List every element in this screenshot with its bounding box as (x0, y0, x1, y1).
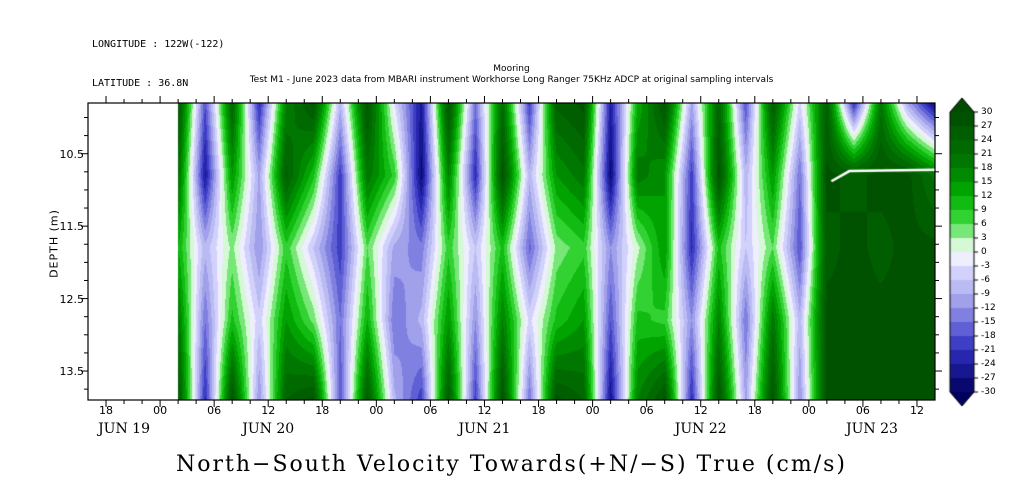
x-tick-label: 00 (801, 404, 816, 417)
x-tick-label: 06 (639, 404, 654, 417)
x-tick-label: 06 (207, 404, 222, 417)
date-label: JUN 23 (845, 421, 898, 437)
x-tick-label: 12 (909, 404, 924, 417)
x-tick-label: 00 (585, 404, 600, 417)
x-tick-label: 06 (423, 404, 438, 417)
date-label: JUN 19 (98, 421, 150, 437)
latitude-label: LATITUDE : 36.8N (92, 78, 189, 89)
x-tick-label: 12 (261, 404, 276, 417)
plot-subtitle: Test M1 - June 2023 data from MBARI inst… (249, 75, 774, 85)
velocity-heatmap-canvas (88, 103, 935, 400)
bottom-axis-title: North−South Velocity Towards(+N/−S) True… (176, 452, 847, 477)
colorbar (944, 95, 1004, 415)
x-tick-label: 12 (693, 404, 708, 417)
y-tick-label: 10.5 (59, 147, 85, 161)
x-tick-label: 06 (855, 404, 870, 417)
x-tick-label: 18 (315, 404, 330, 417)
x-tick-label: 00 (369, 404, 384, 417)
date-label: JUN 20 (242, 421, 295, 437)
y-tick-label: 12.5 (59, 292, 85, 306)
longitude-label: LONGITUDE : 122W(-122) (92, 39, 225, 50)
y-tick-label: 13.5 (59, 365, 85, 379)
plot-title: Mooring (493, 64, 530, 74)
y-axis-title: DEPTH (m) (47, 209, 61, 278)
x-tick-label: 18 (531, 404, 546, 417)
date-label: JUN 21 (458, 421, 511, 437)
y-tick-label: 11.5 (59, 220, 85, 234)
x-tick-label: 18 (747, 404, 762, 417)
x-tick-label: 00 (153, 404, 168, 417)
date-label: JUN 22 (674, 421, 727, 437)
x-tick-label: 18 (99, 404, 114, 417)
x-tick-label: 12 (477, 404, 492, 417)
